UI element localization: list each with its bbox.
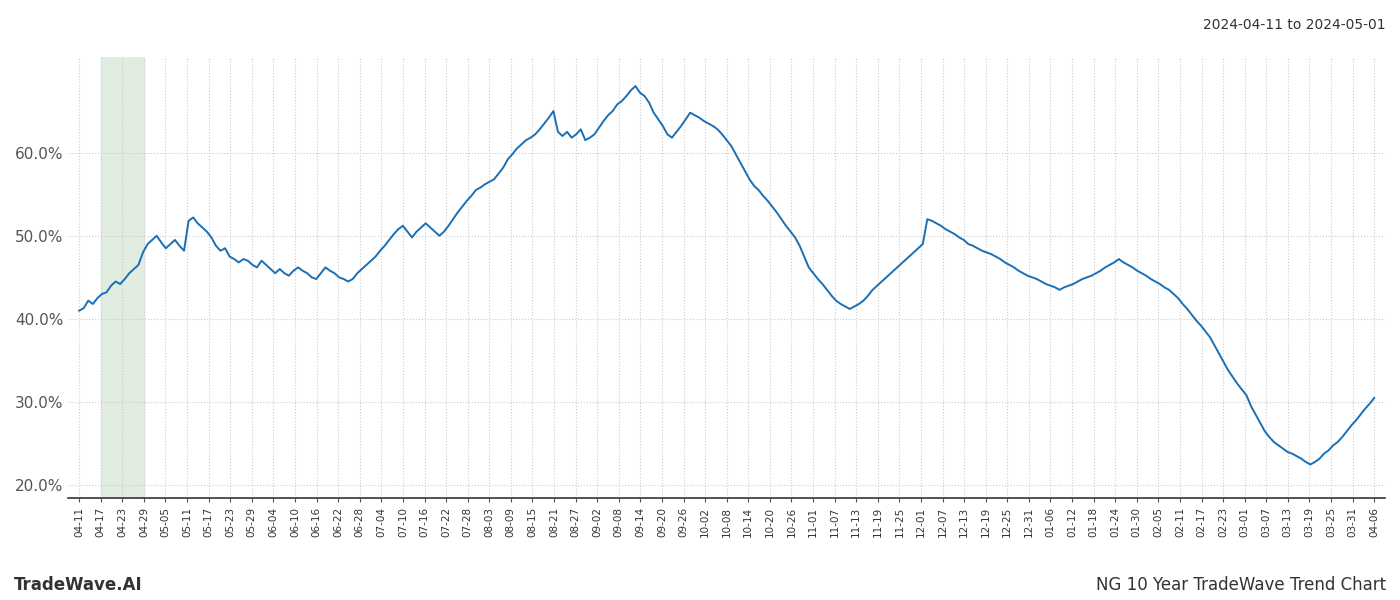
Text: TradeWave.AI: TradeWave.AI <box>14 576 143 594</box>
Text: 2024-04-11 to 2024-05-01: 2024-04-11 to 2024-05-01 <box>1204 18 1386 32</box>
Text: NG 10 Year TradeWave Trend Chart: NG 10 Year TradeWave Trend Chart <box>1096 576 1386 594</box>
Bar <box>101 57 144 498</box>
